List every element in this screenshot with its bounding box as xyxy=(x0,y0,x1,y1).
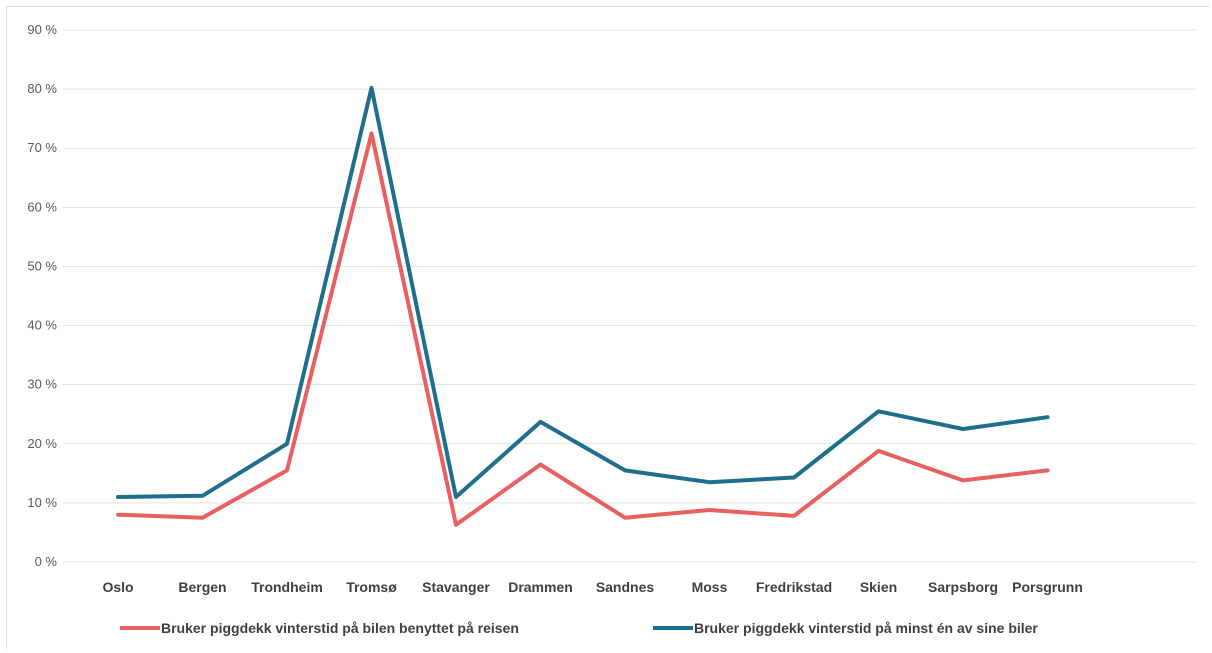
x-axis-ticks: Oslo Bergen Trondheim Tromsø Stavanger Dramme… xyxy=(102,579,1082,595)
x-tick-label: Oslo xyxy=(102,579,133,595)
y-tick-label: 10 % xyxy=(27,495,57,510)
data-point xyxy=(202,517,203,519)
data-point xyxy=(878,450,879,452)
data-point xyxy=(286,469,288,471)
data-point xyxy=(540,421,541,423)
y-tick-label: 60 % xyxy=(27,199,57,214)
x-tick-label: Tromsø xyxy=(346,579,397,595)
x-tick-label: Sandnes xyxy=(596,579,655,595)
x-tick-label: Stavanger xyxy=(422,579,490,595)
x-tick-label: Skien xyxy=(860,579,897,595)
data-point xyxy=(962,428,964,430)
data-point xyxy=(709,509,710,511)
data-point xyxy=(793,515,795,517)
data-point xyxy=(455,496,457,498)
data-point xyxy=(117,514,119,516)
y-tick-label: 0 % xyxy=(35,554,58,569)
series-lines xyxy=(116,85,1050,527)
data-point xyxy=(624,517,626,519)
data-point xyxy=(1047,469,1048,471)
data-point xyxy=(878,410,879,412)
legend: Bruker piggdekk vinterstid på bilen beny… xyxy=(120,620,1038,636)
x-tick-label: Fredrikstad xyxy=(756,579,832,595)
y-tick-label: 50 % xyxy=(27,258,57,273)
chart-frame xyxy=(6,6,1209,649)
y-axis-ticks: 0 % 10 % 20 % 30 % 40 % 50 % 60 % 70 % 80 % 90 % xyxy=(27,22,57,569)
legend-label: Bruker piggdekk vinterstid på bilen beny… xyxy=(161,620,519,636)
y-tick-label: 90 % xyxy=(27,22,57,37)
x-tick-label: Bergen xyxy=(178,579,226,595)
series-line-1 xyxy=(116,131,1050,527)
data-point xyxy=(793,476,795,478)
data-point xyxy=(962,479,964,481)
data-point xyxy=(371,87,372,89)
x-tick-label: Drammen xyxy=(508,579,573,595)
gridlines xyxy=(63,29,1195,563)
data-point xyxy=(1047,416,1048,418)
y-tick-label: 80 % xyxy=(27,81,57,96)
legend-label: Bruker piggdekk vinterstid på minst én a… xyxy=(694,620,1038,636)
data-point xyxy=(286,443,288,445)
data-point xyxy=(709,481,710,483)
series-line-2 xyxy=(116,85,1050,499)
data-point xyxy=(455,524,457,526)
data-point xyxy=(540,463,541,465)
data-point xyxy=(371,132,372,134)
y-tick-label: 30 % xyxy=(27,377,57,392)
data-point xyxy=(202,495,203,497)
y-tick-label: 40 % xyxy=(27,318,57,333)
y-tick-label: 20 % xyxy=(27,436,57,451)
x-tick-label: Moss xyxy=(692,579,728,595)
data-point xyxy=(624,469,626,471)
x-tick-label: Sarpsborg xyxy=(928,579,998,595)
y-tick-label: 70 % xyxy=(27,140,57,155)
x-tick-label: Trondheim xyxy=(251,579,323,595)
x-tick-label: Porsgrunn xyxy=(1012,579,1083,595)
data-point xyxy=(117,496,119,498)
